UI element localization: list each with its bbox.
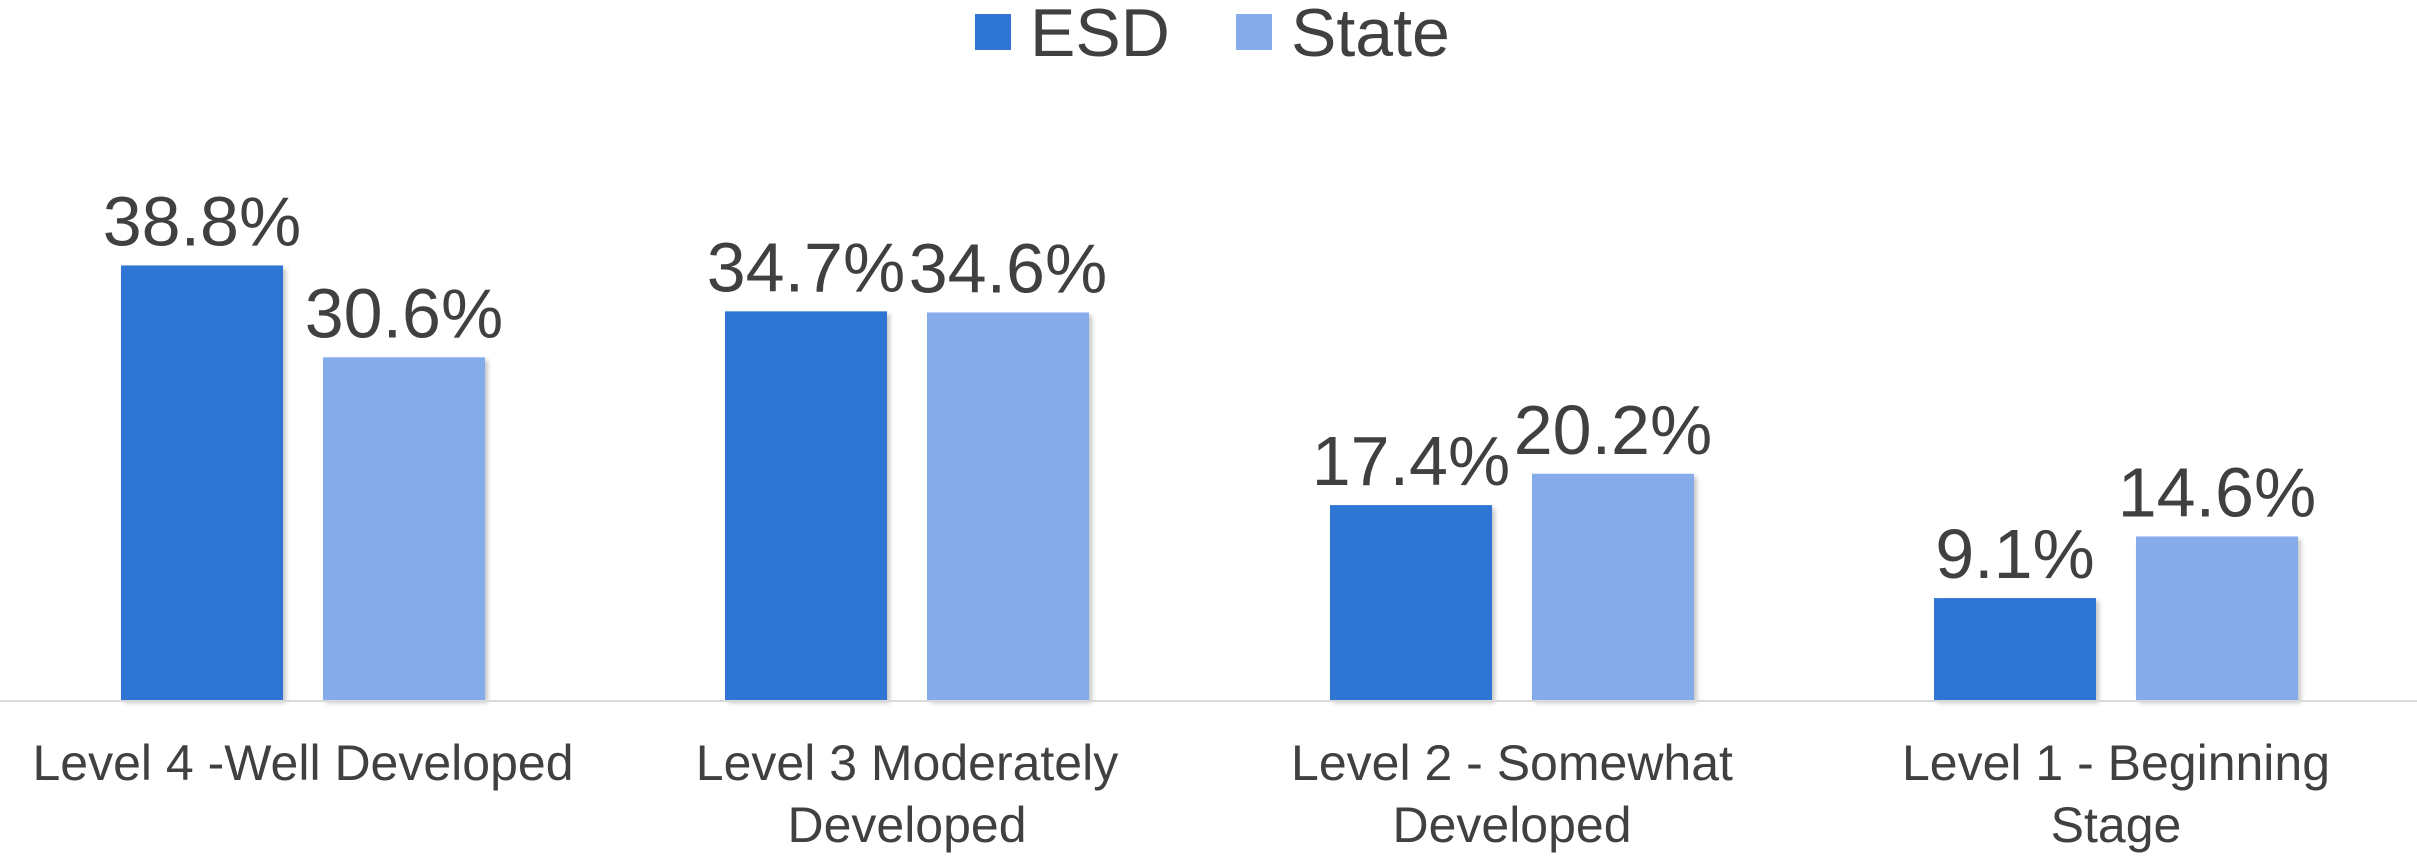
category-labels: Level 4 -Well Developed Level 3 Moderatel…	[32, 735, 2330, 853]
bar-state-1	[323, 357, 485, 700]
category-label-3-line-1: Level 2 - Somewhat	[1291, 735, 1733, 791]
category-label-3-line-2: Developed	[1392, 797, 1631, 853]
bar-esd-3	[1330, 505, 1492, 700]
data-label-state-1: 30.6%	[305, 274, 503, 352]
data-label-esd-4: 9.1%	[1935, 515, 2095, 593]
data-label-state-4: 14.6%	[2118, 453, 2316, 531]
data-label-state-2: 34.6%	[909, 229, 1107, 307]
category-label-2-line-1: Level 3 Moderately	[696, 735, 1118, 791]
legend-label-esd: ESD	[1030, 0, 1170, 71]
data-label-state-3: 20.2%	[1514, 391, 1712, 469]
data-labels: 38.8%30.6% 34.7% 34.6% 17.4% 20.2% 9.1% 14.6%	[103, 182, 2316, 593]
legend-swatch-state	[1236, 14, 1272, 50]
category-label-1-line-1: Level 4 -Well Developed	[32, 735, 573, 791]
bar-state-3	[1532, 473, 1694, 700]
category-label-4-line-1: Level 1 - Beginning	[1902, 735, 2330, 791]
chart-legend: ESD State	[975, 0, 1450, 71]
bar-esd-2	[725, 311, 887, 700]
bar-state-4	[2136, 536, 2298, 700]
bar-state-2	[927, 312, 1089, 700]
data-label-esd-2: 34.7%	[707, 228, 905, 306]
category-label-2-line-2: Developed	[787, 797, 1026, 853]
legend-swatch-esd	[975, 14, 1011, 50]
bar-esd-1	[121, 265, 283, 700]
category-label-4-line-2: Stage	[2051, 797, 2182, 853]
bar-esd-4	[1934, 598, 2096, 700]
chart-bars	[121, 265, 2298, 700]
legend-label-state: State	[1291, 0, 1450, 71]
data-label-esd-1: 38.8%	[103, 182, 301, 260]
data-label-esd-3: 17.4%	[1312, 422, 1510, 500]
